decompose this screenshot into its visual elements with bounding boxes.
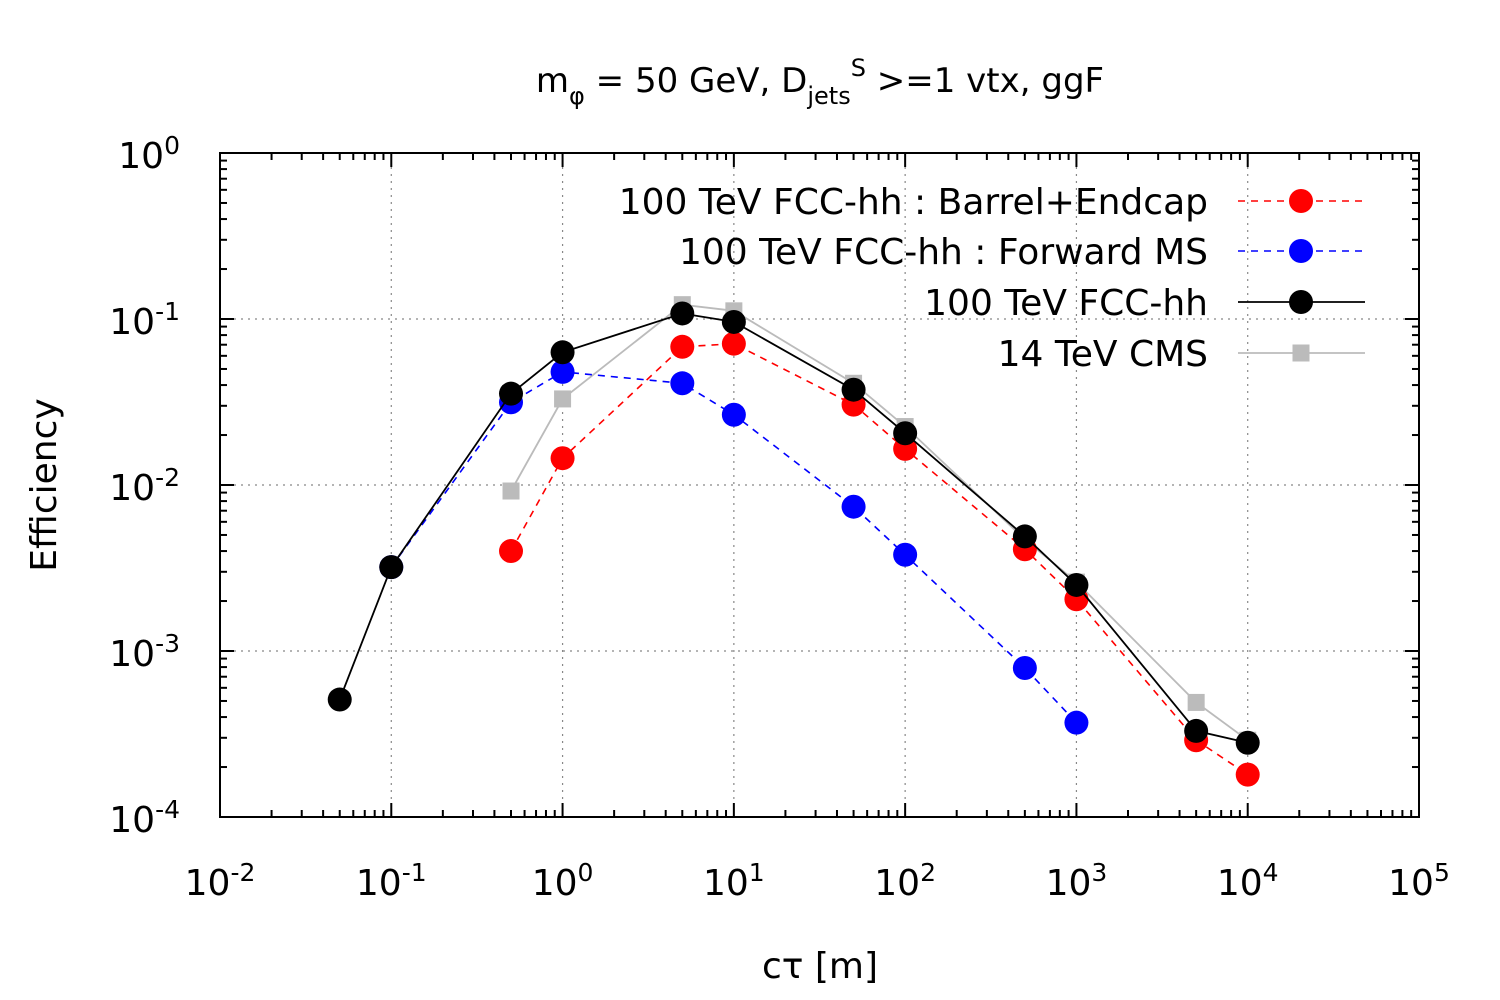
axis-ticks: [219, 153, 1420, 818]
data-point: [1012, 524, 1037, 549]
data-series: [327, 296, 1260, 787]
x-tick-label: 100: [532, 858, 594, 904]
data-point: [721, 309, 746, 334]
y-tick-label: 10-3: [109, 629, 180, 675]
data-point: [893, 542, 918, 567]
data-point: [721, 402, 746, 427]
legend-marker: [1289, 189, 1313, 213]
series-0: [499, 331, 1260, 787]
y-tick-label: 10-4: [109, 795, 180, 841]
data-point: [499, 539, 524, 564]
legend-label: 14 TeV CMS: [998, 334, 1208, 375]
series-line: [510, 342, 1249, 776]
series-2: [327, 301, 1260, 755]
x-tick-label: 102: [874, 858, 936, 904]
data-point: [550, 340, 575, 365]
legend-label: 100 TeV FCC-hh : Forward MS: [679, 232, 1208, 273]
y-tick-labels: 100 10-1 10-2 10-3 10-4: [109, 131, 180, 841]
y-tick-label: 10-1: [109, 297, 180, 343]
x-tick-label: 103: [1046, 858, 1108, 904]
x-tick-label: 10-2: [185, 858, 256, 904]
data-point: [1235, 762, 1260, 787]
data-point: [550, 359, 575, 384]
data-point: [1064, 710, 1089, 735]
legend-marker: [1292, 344, 1310, 362]
data-point: [841, 494, 866, 519]
data-point: [502, 482, 520, 500]
data-point: [1184, 718, 1209, 743]
legend-entry: 100 TeV FCC-hh: [924, 283, 1365, 324]
legend-entry: 14 TeV CMS: [998, 334, 1365, 375]
x-axis-label: cτ [m]: [762, 946, 878, 987]
data-point: [670, 301, 695, 326]
data-point: [499, 381, 524, 406]
legend: 100 TeV FCC-hh : Barrel+Endcap 100 TeV FC…: [619, 182, 1365, 375]
x-tick-label: 101: [703, 858, 765, 904]
series-1: [379, 359, 1089, 735]
x-tick-label: 105: [1388, 858, 1450, 904]
data-point: [893, 421, 918, 446]
legend-entry: 100 TeV FCC-hh : Barrel+Endcap: [619, 182, 1365, 223]
data-point: [1064, 572, 1089, 597]
data-point: [327, 687, 352, 712]
grid-lines: [220, 153, 1419, 817]
series-line: [338, 312, 1248, 744]
data-point: [670, 371, 695, 396]
y-tick-label: 100: [118, 131, 180, 177]
legend-entry: 100 TeV FCC-hh : Forward MS: [679, 232, 1365, 273]
x-tick-label: 10-1: [356, 858, 427, 904]
data-point: [721, 331, 746, 356]
legend-marker: [1289, 290, 1313, 314]
x-tick-label: 104: [1217, 858, 1279, 904]
legend-marker: [1289, 239, 1313, 263]
data-point: [1235, 730, 1260, 755]
data-point: [841, 377, 866, 402]
x-tick-labels: 10-2 10-1 100 101 102 103 104 105: [185, 858, 1450, 904]
plot-frame: [219, 152, 1420, 818]
data-point: [550, 446, 575, 471]
legend-label: 100 TeV FCC-hh: [924, 283, 1208, 324]
legend-label: 100 TeV FCC-hh : Barrel+Endcap: [619, 182, 1208, 223]
data-point: [554, 390, 572, 408]
data-point: [1012, 655, 1037, 680]
data-point: [379, 555, 404, 580]
chart-title: mφ = 50 GeV, DjetsS >=1 vtx, ggF: [536, 54, 1104, 110]
y-tick-label: 10-2: [109, 463, 180, 509]
series-line: [510, 303, 1249, 741]
y-axis-label: Efficiency: [24, 398, 65, 571]
data-point: [670, 334, 695, 359]
data-point: [1187, 693, 1205, 711]
